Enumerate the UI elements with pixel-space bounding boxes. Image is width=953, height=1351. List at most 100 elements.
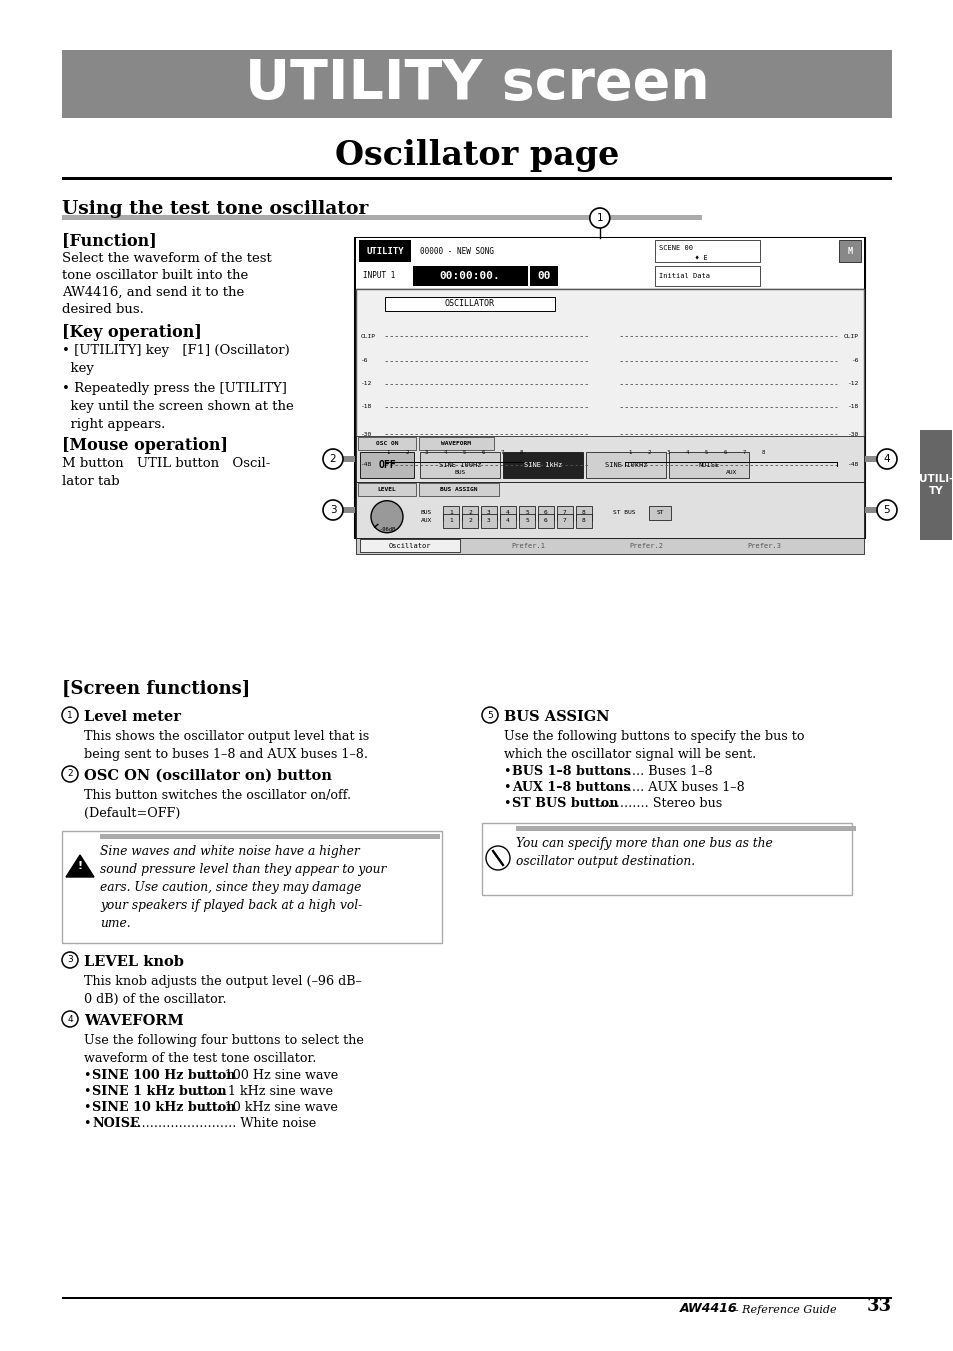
Text: 1: 1: [449, 509, 453, 515]
Text: M: M: [846, 246, 852, 255]
Text: SINE 100Hz: SINE 100Hz: [438, 462, 480, 467]
Text: SINE 10kHz: SINE 10kHz: [604, 462, 646, 467]
Bar: [62, 177, 891, 180]
Text: -18: -18: [360, 404, 372, 409]
Bar: [418, 484, 498, 496]
Text: -6: -6: [360, 358, 368, 363]
Bar: [537, 507, 554, 520]
Text: ST: ST: [656, 509, 663, 515]
Bar: [355, 289, 863, 536]
Text: 8: 8: [581, 509, 585, 515]
Text: NOISE: NOISE: [91, 1117, 139, 1129]
Text: 6: 6: [543, 517, 547, 523]
Text: 4: 4: [685, 450, 688, 455]
Text: •: •: [503, 797, 515, 811]
Bar: [919, 430, 951, 540]
Text: BUS 1–8 buttons: BUS 1–8 buttons: [512, 765, 630, 778]
Bar: [576, 507, 592, 520]
Bar: [419, 453, 499, 478]
Text: OSCILLATOR: OSCILLATOR: [444, 300, 495, 308]
Bar: [418, 436, 494, 450]
Bar: [355, 238, 864, 538]
Text: 4: 4: [506, 517, 509, 523]
Text: 4: 4: [506, 509, 509, 515]
Text: CLIP: CLIP: [843, 334, 858, 339]
Text: CLIP: CLIP: [360, 334, 375, 339]
Circle shape: [62, 707, 78, 723]
Text: [Screen functions]: [Screen functions]: [62, 680, 250, 698]
Text: WAVEFORM: WAVEFORM: [440, 440, 471, 446]
Text: ..... 100 Hz sine wave: ..... 100 Hz sine wave: [196, 1069, 338, 1082]
Text: AW4416: AW4416: [679, 1302, 737, 1315]
Text: You can specify more than one bus as the
oscillator output destination.: You can specify more than one bus as the…: [516, 838, 772, 867]
Bar: [385, 297, 555, 311]
Text: -30: -30: [847, 431, 858, 436]
Bar: [557, 513, 573, 528]
Bar: [864, 507, 876, 513]
Text: 7: 7: [562, 517, 566, 523]
Text: SINE 100 Hz button: SINE 100 Hz button: [91, 1069, 235, 1082]
Text: BUS ASSIGN: BUS ASSIGN: [439, 486, 477, 492]
Text: 6: 6: [722, 450, 726, 455]
Bar: [355, 436, 863, 482]
Text: ....... 1 kHz sine wave: ....... 1 kHz sine wave: [191, 1085, 333, 1098]
Text: This shows the oscillator output level that is
being sent to buses 1–8 and AUX b: This shows the oscillator output level t…: [84, 730, 369, 761]
Text: -48: -48: [360, 462, 372, 467]
Bar: [62, 215, 701, 220]
Circle shape: [323, 449, 343, 469]
Text: 8: 8: [760, 450, 764, 455]
Bar: [655, 240, 760, 262]
Text: 3: 3: [67, 955, 72, 965]
Text: 6: 6: [543, 509, 547, 515]
Bar: [530, 266, 558, 286]
Text: This knob adjusts the output level (–96 dB–
0 dB) of the oscillator.: This knob adjusts the output level (–96 …: [84, 975, 361, 1006]
Text: 33: 33: [866, 1297, 891, 1315]
Bar: [499, 507, 516, 520]
Text: 2: 2: [468, 517, 472, 523]
Text: •: •: [84, 1069, 95, 1082]
Text: ST BUS: ST BUS: [613, 509, 635, 515]
Text: 2: 2: [647, 450, 650, 455]
Text: 2: 2: [67, 770, 72, 778]
Text: • [UTILITY] key [F1] (Oscillator)
  key: • [UTILITY] key [F1] (Oscillator) key: [62, 345, 290, 376]
Bar: [355, 538, 863, 554]
Bar: [518, 507, 535, 520]
Text: .............. Stereo bus: .............. Stereo bus: [587, 797, 721, 811]
Text: •: •: [84, 1101, 95, 1115]
Text: 00:00:00.: 00:00:00.: [439, 272, 500, 281]
Text: 1: 1: [449, 517, 453, 523]
Text: 4: 4: [443, 450, 446, 455]
Bar: [576, 513, 592, 528]
Bar: [343, 507, 355, 513]
Text: Oscillator: Oscillator: [388, 543, 431, 549]
Text: OFF: OFF: [377, 459, 395, 470]
Bar: [655, 266, 760, 286]
Text: 2: 2: [468, 509, 472, 515]
Text: SCENE 00: SCENE 00: [659, 245, 692, 251]
Text: 3: 3: [487, 509, 491, 515]
Text: -48: -48: [847, 462, 858, 467]
Text: ♦ E: ♦ E: [695, 255, 707, 261]
Bar: [100, 834, 439, 839]
Text: Oscillator page: Oscillator page: [335, 139, 618, 172]
Text: -12: -12: [847, 381, 858, 386]
Text: -12: -12: [360, 381, 372, 386]
Bar: [499, 513, 516, 528]
Text: INPUT 1: INPUT 1: [363, 272, 395, 281]
Text: [Mouse operation]: [Mouse operation]: [62, 436, 228, 454]
Text: 3: 3: [487, 517, 491, 523]
Text: 4: 4: [67, 1015, 72, 1024]
Text: 4: 4: [882, 454, 889, 463]
Circle shape: [323, 500, 343, 520]
Text: Sine waves and white noise have a higher
sound pressure level than they appear t: Sine waves and white noise have a higher…: [100, 844, 386, 929]
Bar: [355, 263, 863, 288]
Bar: [355, 238, 863, 263]
Bar: [518, 513, 535, 528]
Text: -96dB: -96dB: [378, 527, 395, 532]
Text: Initial Data: Initial Data: [659, 273, 709, 280]
Text: 5: 5: [462, 450, 465, 455]
Text: Select the waveform of the test
tone oscillator built into the
AW4416, and send : Select the waveform of the test tone osc…: [62, 253, 272, 316]
Bar: [648, 507, 670, 520]
Text: 2: 2: [330, 454, 336, 463]
Text: •: •: [503, 765, 515, 778]
